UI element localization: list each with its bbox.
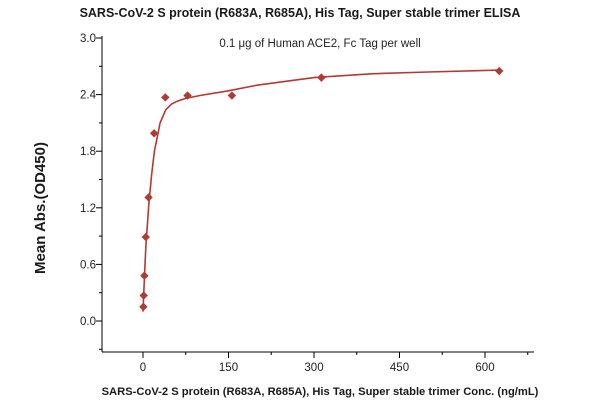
x-tick-label: 300: [304, 362, 323, 374]
y-tick-label: 0.0: [80, 316, 96, 328]
data-point: [495, 66, 504, 76]
data-point: [139, 302, 148, 312]
data-point: [149, 129, 159, 138]
data-point: [183, 91, 192, 100]
y-tick-label: 2.4: [80, 90, 97, 102]
data-point: [227, 91, 237, 100]
chart-subtitle: 0.1 μg of Human ACE2, Fc Tag per well: [219, 38, 420, 50]
x-tick-label: 150: [219, 362, 238, 374]
y-tick-label: 1.8: [80, 146, 96, 158]
data-point: [144, 193, 153, 202]
chart-title: SARS-CoV-2 S protein (R683A, R685A), His…: [80, 6, 521, 20]
data-point: [317, 73, 326, 82]
x-ticks: 0 150 300 450 600: [140, 352, 529, 374]
x-tick-label: 450: [390, 362, 409, 374]
x-axis-label: SARS-CoV-2 S protein (R683A, R685A), His…: [102, 386, 539, 398]
y-tick-label: 3.0: [80, 33, 96, 45]
y-tick-label: 0.6: [80, 259, 96, 271]
data-point: [139, 291, 148, 300]
y-axis-label: Mean Abs.(OD450): [32, 142, 49, 274]
fit-curve: [142, 69, 500, 312]
data-point: [141, 232, 150, 242]
y-ticks: 0.0 0.6 1.2 1.8 2.4 3.0: [80, 33, 102, 350]
data-points: [139, 66, 504, 312]
data-point: [161, 93, 170, 102]
data-point: [140, 271, 149, 280]
x-tick-label: 0: [140, 362, 146, 374]
y-tick-label: 1.2: [80, 203, 96, 215]
x-tick-label: 600: [475, 362, 494, 374]
